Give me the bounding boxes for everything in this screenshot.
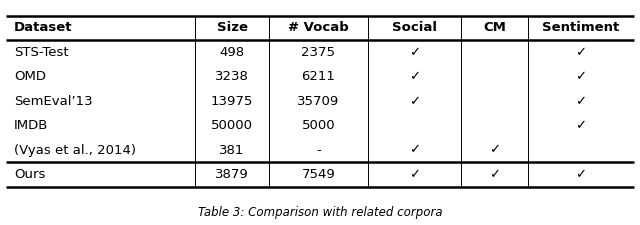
Text: STS-Test: STS-Test <box>14 46 68 59</box>
Text: ✓: ✓ <box>409 95 420 108</box>
Text: Table 3: Comparison with related corpora: Table 3: Comparison with related corpora <box>198 206 442 219</box>
Text: 498: 498 <box>220 46 244 59</box>
Text: 3238: 3238 <box>215 70 249 83</box>
Text: Ours: Ours <box>14 168 45 181</box>
Text: Size: Size <box>216 21 248 34</box>
Text: # Vocab: # Vocab <box>288 21 349 34</box>
Text: (Vyas et al., 2014): (Vyas et al., 2014) <box>14 144 136 157</box>
Text: ✓: ✓ <box>575 168 586 181</box>
Text: ✓: ✓ <box>575 46 586 59</box>
Text: ✓: ✓ <box>575 119 586 132</box>
Text: Social: Social <box>392 21 437 34</box>
Text: 3879: 3879 <box>215 168 249 181</box>
Text: 5000: 5000 <box>301 119 335 132</box>
Text: 381: 381 <box>220 144 244 157</box>
Text: ✓: ✓ <box>409 46 420 59</box>
Text: ✓: ✓ <box>489 168 500 181</box>
Text: ✓: ✓ <box>409 70 420 83</box>
Text: 7549: 7549 <box>301 168 335 181</box>
Text: -: - <box>316 144 321 157</box>
Text: 2375: 2375 <box>301 46 335 59</box>
Text: CM: CM <box>483 21 506 34</box>
Text: Dataset: Dataset <box>14 21 72 34</box>
Text: IMDB: IMDB <box>14 119 49 132</box>
Text: ✓: ✓ <box>575 95 586 108</box>
Text: 13975: 13975 <box>211 95 253 108</box>
Text: ✓: ✓ <box>409 168 420 181</box>
Text: 50000: 50000 <box>211 119 253 132</box>
Text: OMD: OMD <box>14 70 46 83</box>
Text: 6211: 6211 <box>301 70 335 83</box>
Text: ✓: ✓ <box>409 144 420 157</box>
Text: SemEval’13: SemEval’13 <box>14 95 93 108</box>
Text: 35709: 35709 <box>297 95 340 108</box>
Text: Sentiment: Sentiment <box>542 21 620 34</box>
Text: ✓: ✓ <box>575 70 586 83</box>
Text: ✓: ✓ <box>489 144 500 157</box>
